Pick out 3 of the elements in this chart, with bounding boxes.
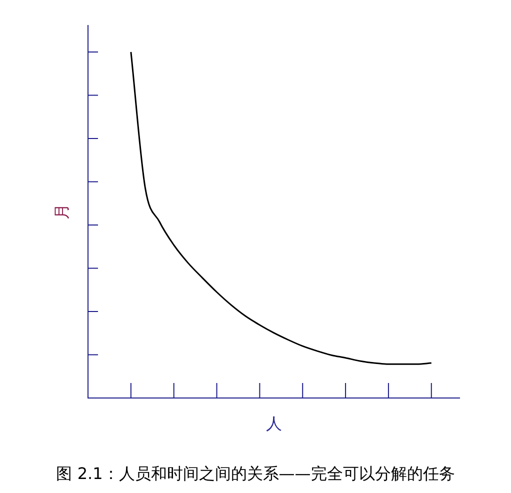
x-axis-title: 人 bbox=[266, 414, 282, 434]
text: 图 2.1：人员和时间之间的关系——完全可以分解的任务 bbox=[56, 464, 455, 484]
y-axis-title: 月 bbox=[52, 204, 72, 220]
